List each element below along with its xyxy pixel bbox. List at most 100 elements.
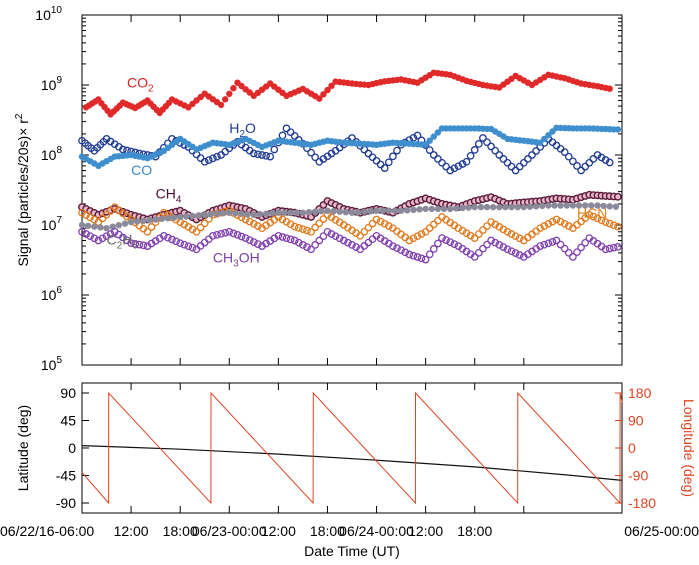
data-point <box>318 208 325 215</box>
data-point <box>232 210 239 217</box>
data-point <box>442 236 450 244</box>
data-point <box>393 146 401 155</box>
data-point <box>364 149 373 158</box>
data-point <box>605 244 614 253</box>
data-point <box>540 222 549 230</box>
data-point <box>541 135 548 143</box>
data-point <box>290 132 299 140</box>
data-point <box>491 238 500 247</box>
data-point <box>429 220 438 229</box>
data-point <box>360 227 369 236</box>
data-point <box>303 226 311 235</box>
data-point <box>429 245 438 253</box>
data-point <box>560 244 569 253</box>
data-point <box>106 230 115 238</box>
data-point <box>135 240 144 249</box>
data-point <box>438 234 446 242</box>
data-point <box>379 207 386 214</box>
data-point <box>172 237 180 246</box>
data-point <box>364 223 373 232</box>
data-point <box>290 222 299 231</box>
data-point <box>459 204 466 212</box>
data-point <box>324 207 331 214</box>
data-point <box>278 131 287 140</box>
data-point <box>491 220 500 229</box>
data-point <box>594 202 601 209</box>
data-point <box>376 160 385 169</box>
data-point <box>552 215 561 224</box>
latitude-tick-label: 45 <box>60 413 76 429</box>
data-point <box>447 205 454 213</box>
series-label: HCN <box>577 205 607 221</box>
data-point <box>286 128 295 137</box>
data-point <box>483 138 491 147</box>
data-point <box>131 240 140 248</box>
data-point <box>195 212 202 219</box>
data-point <box>204 235 213 244</box>
latitude-tick-label: 90 <box>60 385 76 401</box>
data-point <box>103 225 110 232</box>
data-point <box>405 250 414 259</box>
data-point <box>360 145 369 154</box>
data-point <box>380 164 389 172</box>
data-point <box>384 158 393 167</box>
data-point <box>90 234 99 243</box>
data-point <box>196 154 205 162</box>
data-point <box>453 205 460 212</box>
data-point <box>458 160 467 168</box>
data-point <box>258 151 266 159</box>
top-ytick-label: 1010 <box>35 5 62 23</box>
data-point <box>221 228 230 237</box>
data-point <box>564 248 573 257</box>
xtick-label: 18:00 <box>163 523 198 539</box>
data-point <box>577 166 585 175</box>
data-point <box>597 216 606 225</box>
data-point <box>515 234 524 243</box>
data-point <box>544 239 553 248</box>
data-point <box>348 241 356 249</box>
data-point <box>336 208 343 215</box>
data-point <box>262 210 270 217</box>
data-point <box>209 231 217 240</box>
data-point <box>233 231 242 239</box>
xtick-label: 06/23-00:00 <box>192 523 267 539</box>
data-point <box>593 214 602 223</box>
data-point <box>226 209 233 216</box>
data-point <box>515 251 524 259</box>
data-point <box>470 146 479 154</box>
data-point <box>328 82 335 90</box>
data-point <box>440 205 448 213</box>
xtick-label: 12:00 <box>408 523 443 539</box>
data-point <box>495 241 504 249</box>
data-point <box>269 210 276 217</box>
data-point <box>614 222 622 231</box>
data-point <box>465 204 472 211</box>
data-point <box>229 229 238 238</box>
data-point <box>601 218 610 226</box>
series-label: H2O <box>229 120 256 140</box>
data-point <box>520 203 527 211</box>
xtick-label: 18:00 <box>310 523 345 539</box>
top-ytick-label: 108 <box>41 145 63 163</box>
data-point <box>413 131 422 140</box>
top-y-axis: 105 106 107 108 109 1010 <box>35 5 622 373</box>
data-point <box>274 231 283 240</box>
data-point <box>152 216 159 223</box>
data-point <box>311 223 320 232</box>
data-point <box>303 243 311 251</box>
data-point <box>401 248 410 257</box>
series-ch3oh <box>78 227 622 264</box>
data-point <box>183 213 190 220</box>
data-point <box>503 245 512 254</box>
data-point <box>213 230 221 239</box>
series-label: CH4 <box>156 185 182 205</box>
data-point <box>84 222 92 229</box>
data-point <box>316 95 323 102</box>
series-co2 <box>82 69 613 118</box>
data-point <box>434 205 442 213</box>
data-point <box>585 158 594 167</box>
data-point <box>589 212 598 221</box>
data-point <box>503 227 512 236</box>
data-point <box>176 239 185 248</box>
